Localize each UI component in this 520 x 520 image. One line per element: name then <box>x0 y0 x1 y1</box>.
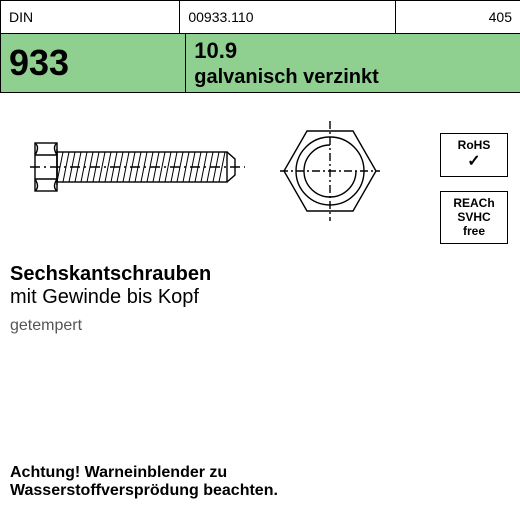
header-row: DIN 00933.110 405 <box>0 0 520 33</box>
header-din-label: DIN <box>0 1 180 33</box>
rohs-label: RoHS <box>441 138 507 152</box>
warning-block: Achtung! Warneinblender zu Wasserstoffve… <box>10 464 278 500</box>
green-row: 933 10.9 galvanisch verzinkt <box>0 33 520 93</box>
desc-subtitle: mit Gewinde bis Kopf <box>10 286 211 309</box>
warning-line1: Achtung! Warneinblender zu <box>10 464 278 482</box>
din-number: 933 <box>9 42 69 84</box>
grade-text: 10.9 <box>194 38 237 64</box>
finish-text: galvanisch verzinkt <box>194 66 379 89</box>
bolt-side-view-icon <box>30 133 260 223</box>
din-number-cell: 933 <box>0 34 186 92</box>
content-area: RoHS ✓ REACh SVHC free Sechskantschraube… <box>0 93 520 413</box>
spec-sheet: DIN 00933.110 405 933 10.9 galvanisch ve… <box>0 0 520 520</box>
reach-line2: SVHC <box>441 210 507 224</box>
desc-note: getempert <box>10 317 211 335</box>
rohs-badge: RoHS ✓ <box>440 133 508 177</box>
compliance-badges: RoHS ✓ REACh SVHC free <box>440 133 508 244</box>
warning-line2: Wasserstoffversprödung beachten. <box>10 482 278 500</box>
header-code: 405 <box>396 1 520 33</box>
reach-line3: free <box>441 224 507 238</box>
bolt-front-view-icon <box>280 121 380 221</box>
reach-line1: REACh <box>441 196 507 210</box>
check-icon: ✓ <box>441 152 507 171</box>
desc-title: Sechskantschrauben <box>10 263 211 286</box>
description-block: Sechskantschrauben mit Gewinde bis Kopf … <box>10 263 211 335</box>
reach-badge: REACh SVHC free <box>440 191 508 244</box>
grade-finish-cell: 10.9 galvanisch verzinkt <box>186 34 520 92</box>
header-article-no: 00933.110 <box>180 1 395 33</box>
